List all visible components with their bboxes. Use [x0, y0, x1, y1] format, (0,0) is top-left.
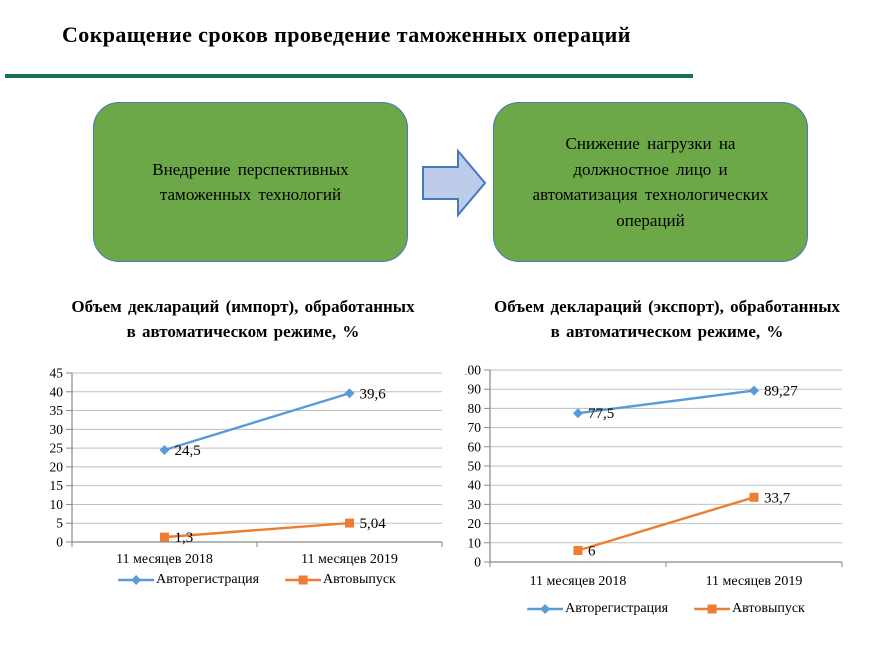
chart-export-plot: 0 10 20 30 40 50 60 70 80 90 100 11 месяцев 2018 11 …	[465, 363, 843, 589]
category-label: 11 месяцев 2019	[301, 552, 398, 567]
data-label: 6	[588, 543, 596, 559]
data-label: 39,6	[360, 386, 387, 402]
series-line	[577, 389, 755, 415]
y-tick-label: 10	[468, 535, 482, 550]
y-tick-label: 20	[50, 459, 64, 474]
series-line	[164, 521, 350, 539]
data-point-square	[707, 604, 717, 614]
legend-item-autoregistration: Авторегистрация	[118, 572, 259, 588]
y-tick-label: 20	[468, 516, 482, 531]
chart-import-legend: Авторегистрация Автовыпуск	[118, 572, 396, 588]
chart-import-title: Объем деклараций (импорт), обработанных …	[71, 297, 415, 341]
data-point-diamond	[131, 575, 142, 585]
legend-item-autorelease: Автовыпуск	[285, 572, 396, 588]
y-tick-label: 40	[50, 384, 64, 399]
right-block-arrow-icon	[422, 148, 487, 218]
legend-label: Автовыпуск	[323, 572, 396, 587]
y-tick-label: 60	[468, 439, 482, 454]
data-point-square	[749, 492, 759, 502]
legend-line-square-icon	[694, 604, 731, 614]
y-tick-label: 70	[468, 420, 482, 435]
y-tick-label: 80	[468, 401, 482, 416]
y-tick-label: 25	[50, 441, 64, 456]
chart-export-title: Объем деклараций (экспорт), обработанных…	[493, 297, 841, 341]
data-point-diamond	[159, 444, 170, 455]
y-tick-label: 45	[50, 366, 64, 381]
category-label: 11 месяцев 2018	[530, 574, 627, 589]
data-point-square	[298, 575, 308, 585]
flow-box-output: Снижение нагрузки на должностное лицо и …	[493, 102, 808, 262]
category-label: 11 месяцев 2018	[116, 552, 213, 567]
y-tick-label: 0	[474, 555, 481, 570]
data-label: 89,27	[764, 384, 798, 400]
data-point-diamond	[344, 388, 355, 399]
title-divider	[5, 74, 693, 78]
y-tick-label: 15	[50, 478, 64, 493]
legend-label: Авторегистрация	[156, 572, 260, 587]
y-tick-label: 5	[56, 516, 63, 531]
flow-box-output-text: Снижение нагрузки на должностное лицо и …	[532, 134, 769, 230]
legend-item-autoregistration: Авторегистрация	[527, 601, 668, 617]
flow-box-input: Внедрение перспективных таможенных техно…	[93, 102, 408, 262]
y-tick-label: 40	[468, 478, 482, 493]
category-label: 11 месяцев 2019	[706, 574, 803, 589]
y-tick-label: 90	[468, 382, 482, 397]
legend-line-square-icon	[285, 575, 322, 585]
data-point-square	[160, 532, 169, 542]
y-tick-label: 100	[465, 363, 481, 378]
y-tick-label: 0	[56, 535, 63, 550]
data-label: 33,7	[764, 490, 791, 506]
chart-import-plot: 0 5 10 15 20 25 30 35 40 45 11 месяцев 2018 11 меся…	[50, 366, 443, 567]
data-point-diamond	[749, 385, 759, 396]
slide-title: Сокращение сроков проведение таможенных …	[62, 22, 631, 47]
y-tick-label: 30	[468, 497, 482, 512]
data-point-diamond	[573, 408, 583, 419]
y-tick-label: 50	[468, 459, 482, 474]
y-tick-label: 10	[50, 497, 64, 512]
series-line	[164, 392, 350, 452]
y-tick-label: 30	[50, 422, 64, 437]
legend-line-diamond-icon	[527, 604, 564, 614]
y-tick-label: 35	[50, 403, 64, 418]
data-point-square	[573, 545, 583, 555]
data-label: 24,5	[175, 443, 201, 459]
legend-line-diamond-icon	[118, 575, 155, 585]
legend-label: Автовыпуск	[732, 601, 805, 616]
series-line	[577, 496, 755, 552]
data-point-diamond	[540, 604, 551, 614]
data-point-square	[345, 518, 354, 528]
data-label: 1,3	[175, 530, 194, 546]
data-label: 5,04	[360, 516, 387, 532]
legend-label: Авторегистрация	[565, 601, 669, 616]
legend-item-autorelease: Автовыпуск	[694, 601, 805, 617]
flow-box-input-text: Внедрение перспективных таможенных техно…	[152, 159, 349, 205]
chart-export-legend: Авторегистрация Автовыпуск	[527, 601, 805, 617]
data-label: 77,5	[588, 406, 614, 422]
